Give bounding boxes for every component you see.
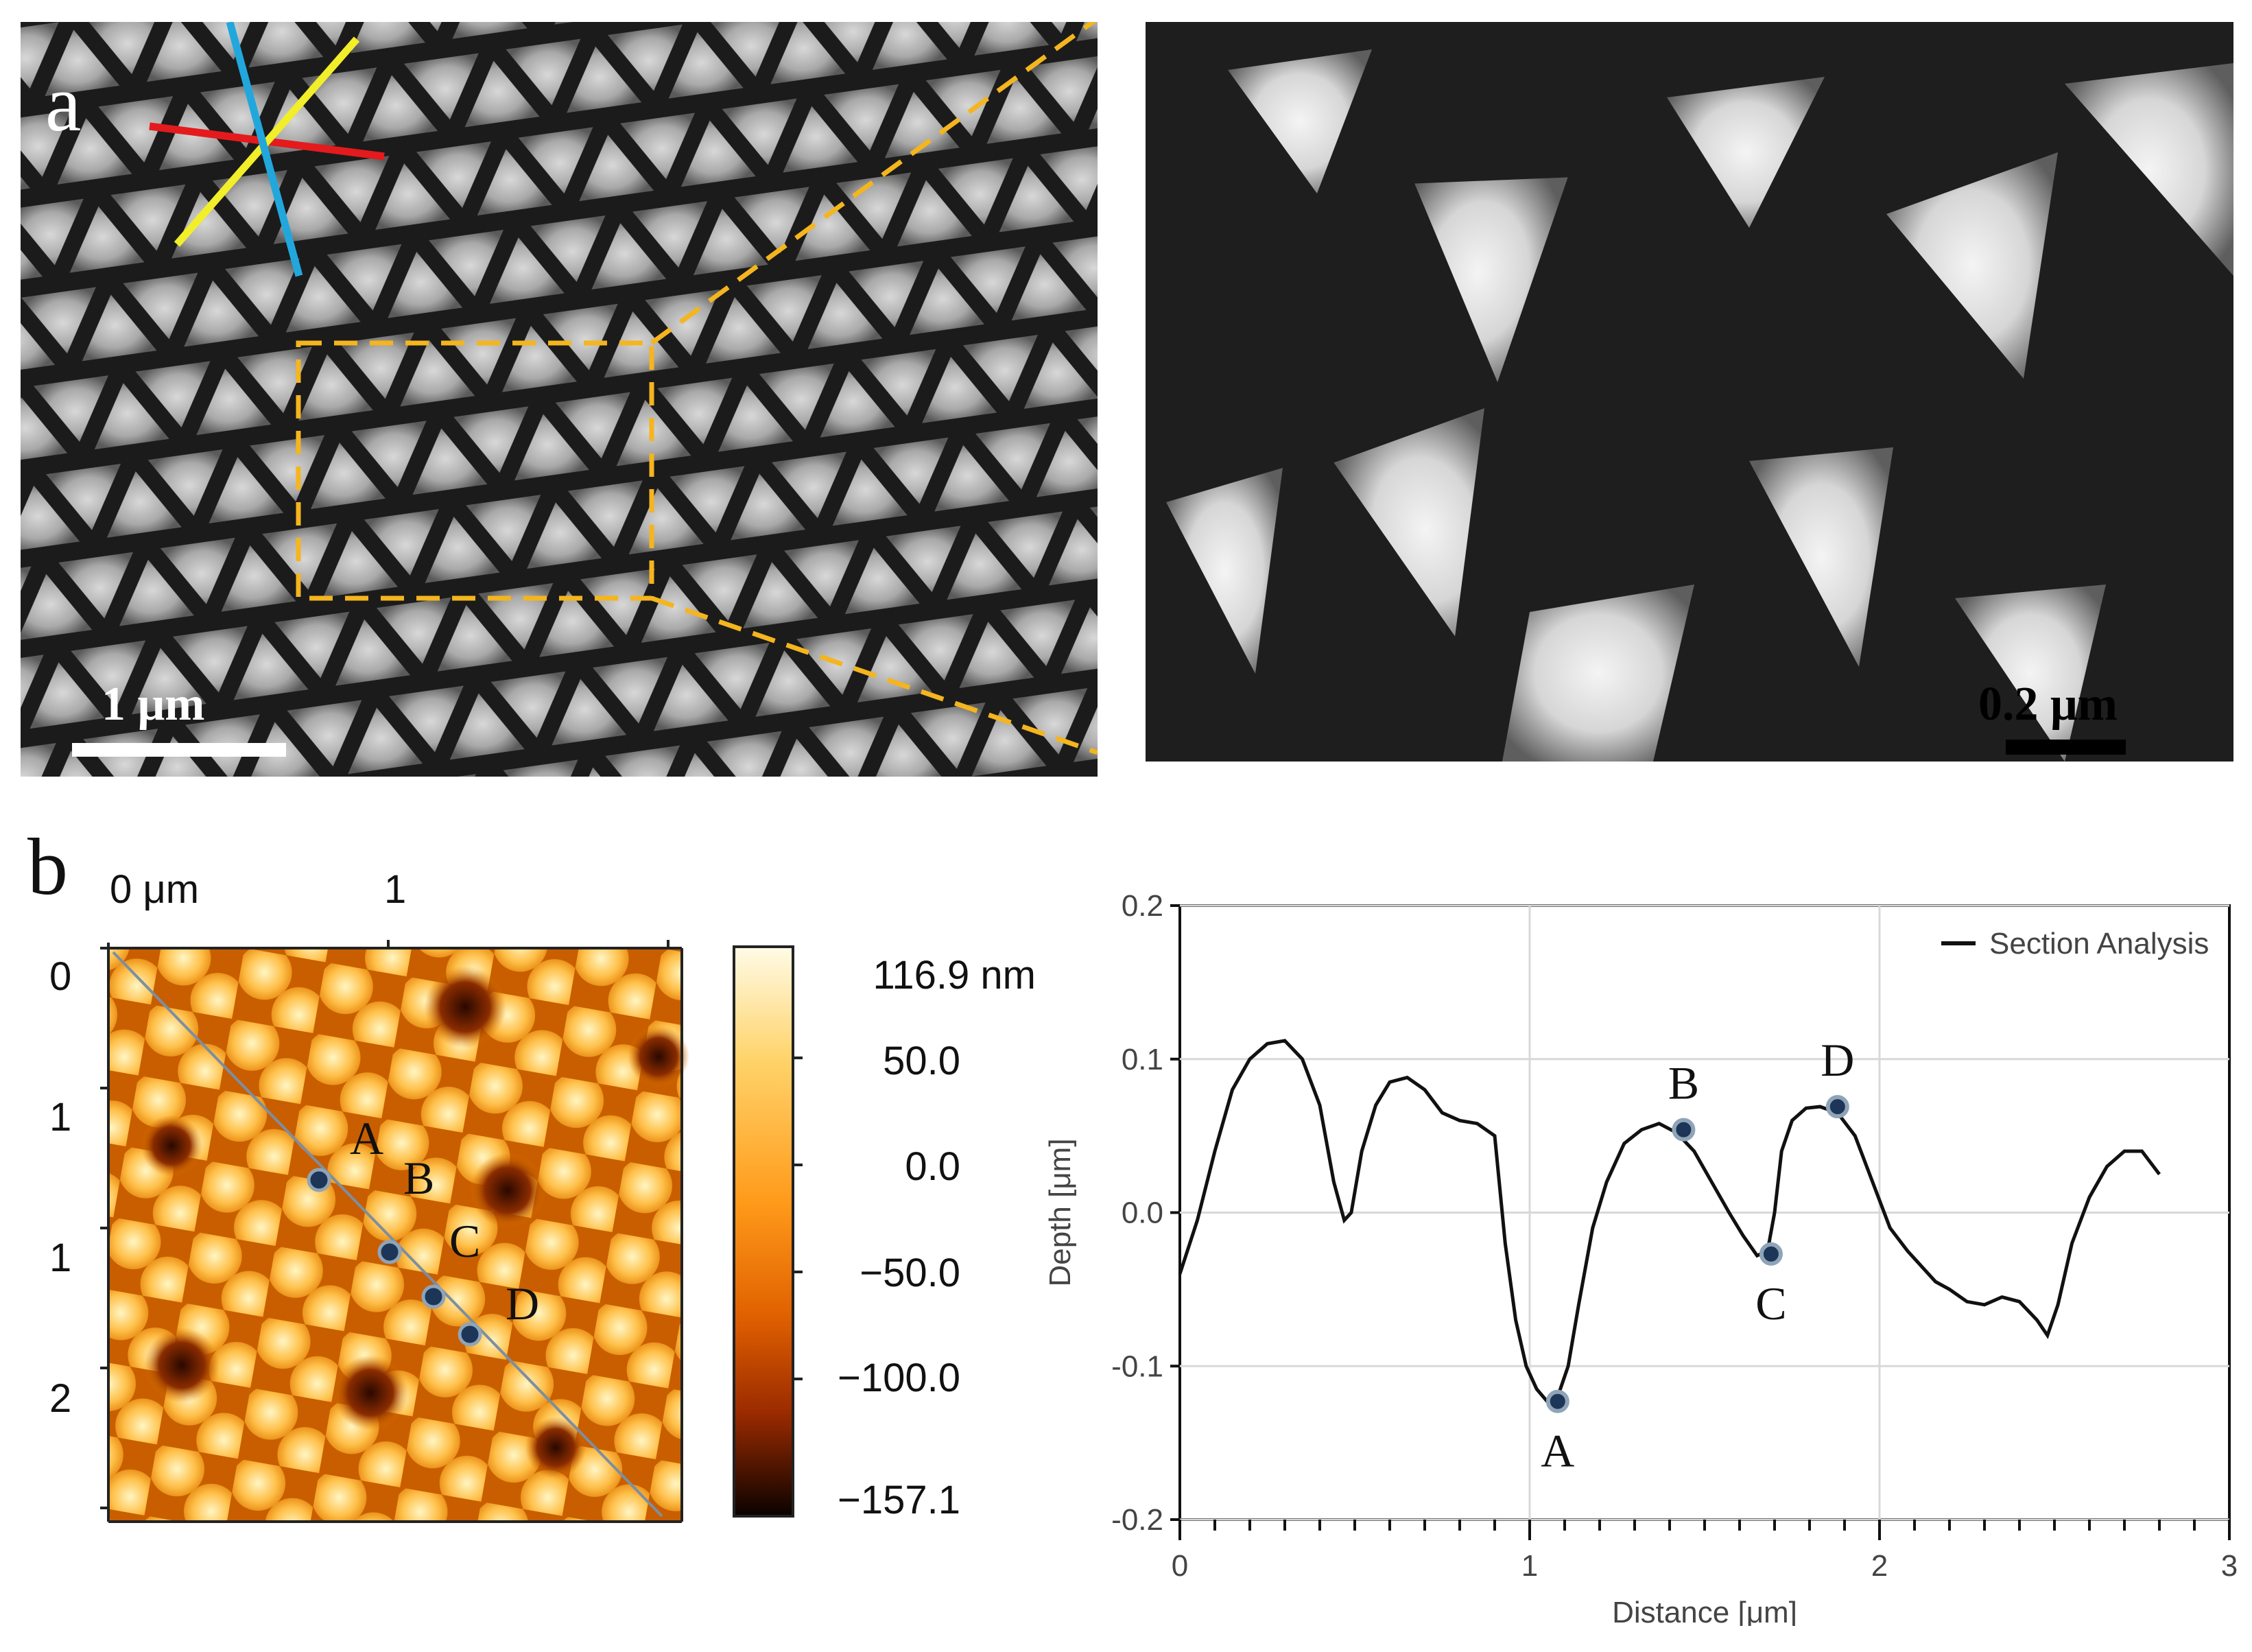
marker-point-c — [1759, 1242, 1783, 1266]
panel-b-label: b — [27, 822, 68, 912]
y-tick-label: -0.1 — [1111, 1349, 1163, 1383]
y-axis-label: Depth [μm] — [1043, 1138, 1077, 1286]
map-point-b — [377, 1240, 402, 1264]
section-line — [112, 951, 663, 1518]
map-point-d — [458, 1322, 482, 1347]
y-tick-label-2: 2 — [49, 1376, 72, 1421]
colorbar-label-0: 0.0 — [905, 1144, 960, 1189]
sem-annotations — [72, 22, 1098, 757]
sem-image-main: a 1 μm — [21, 22, 1098, 777]
y-tick-label: 0.2 — [1122, 889, 1163, 923]
colorbar — [733, 945, 803, 1518]
map-point-a — [307, 1168, 331, 1192]
zoom-guide-bottom — [650, 595, 1098, 755]
marker-point-d — [1825, 1095, 1849, 1119]
map-label-a: A — [350, 1112, 384, 1164]
scale-bar-label-02um: 0.2 μm — [1978, 678, 2118, 731]
x-tick-label: 3 — [2221, 1549, 2238, 1583]
scale-bar-label-1um: 1 μm — [102, 678, 205, 731]
marker-layer: A B C D — [1541, 1034, 1854, 1477]
zoom-guide-top — [650, 22, 1098, 345]
y-tick-label-1a: 1 — [49, 1095, 72, 1140]
marker-label-a: A — [1541, 1425, 1574, 1477]
x-tick-label-1: 1 — [384, 867, 407, 912]
colorbar-label-max: 116.9 nm — [873, 953, 1036, 998]
x-tick-label-0: 0 μm — [110, 867, 200, 912]
map-label-c: C — [449, 1215, 481, 1267]
y-tick-label: 0.1 — [1122, 1043, 1163, 1076]
x-tick-label: 2 — [1871, 1549, 1888, 1583]
sem-image-zoom: 0.2 μm — [1146, 22, 2233, 762]
colorbar-label-min: −157.1 — [837, 1478, 960, 1522]
marker-label-c: C — [1755, 1277, 1786, 1330]
y-tick-label: 0.0 — [1122, 1196, 1163, 1230]
zoom-region-box — [296, 340, 654, 601]
yellow-profile-line — [174, 36, 360, 247]
tick-layer: 0.2 0.1 0.0 -0.1 -0.2 0 1 2 3 — [1111, 889, 2238, 1583]
series-line-section-analysis — [1178, 1039, 2161, 1404]
marker-point-a — [1545, 1389, 1569, 1413]
y-tick-label-0: 0 — [49, 954, 72, 999]
y-tick-label-1b: 1 — [49, 1236, 72, 1280]
map-point-c — [421, 1284, 446, 1309]
scale-bar-1um — [72, 743, 286, 757]
marker-label-d: D — [1821, 1034, 1854, 1086]
section-profile-chart: 0.2 0.1 0.0 -0.1 -0.2 0 1 2 3 A B C D Section Analy… — [1043, 889, 2238, 1626]
colorbar-label-50: 50.0 — [883, 1039, 960, 1083]
afm-map-area — [100, 940, 689, 1523]
marker-label-b: B — [1668, 1057, 1699, 1109]
blue-profile-line — [226, 22, 303, 277]
x-tick-label: 0 — [1172, 1549, 1188, 1583]
panel-a-label: a — [45, 58, 82, 148]
sem-zoom-texture — [1146, 22, 2233, 762]
marker-point-b — [1672, 1118, 1696, 1142]
map-label-d: D — [506, 1277, 540, 1330]
y-tick-label: -0.2 — [1111, 1503, 1163, 1537]
map-label-b: B — [403, 1152, 435, 1204]
colorbar-label-m100: −100.0 — [837, 1356, 960, 1400]
x-tick-label: 1 — [1521, 1549, 1538, 1583]
legend-label: Section Analysis — [1989, 927, 2209, 960]
colorbar-label-m50: −50.0 — [860, 1251, 960, 1295]
scale-bar-02um — [2006, 740, 2126, 755]
x-axis-label: Distance [μm] — [1612, 1596, 1797, 1626]
